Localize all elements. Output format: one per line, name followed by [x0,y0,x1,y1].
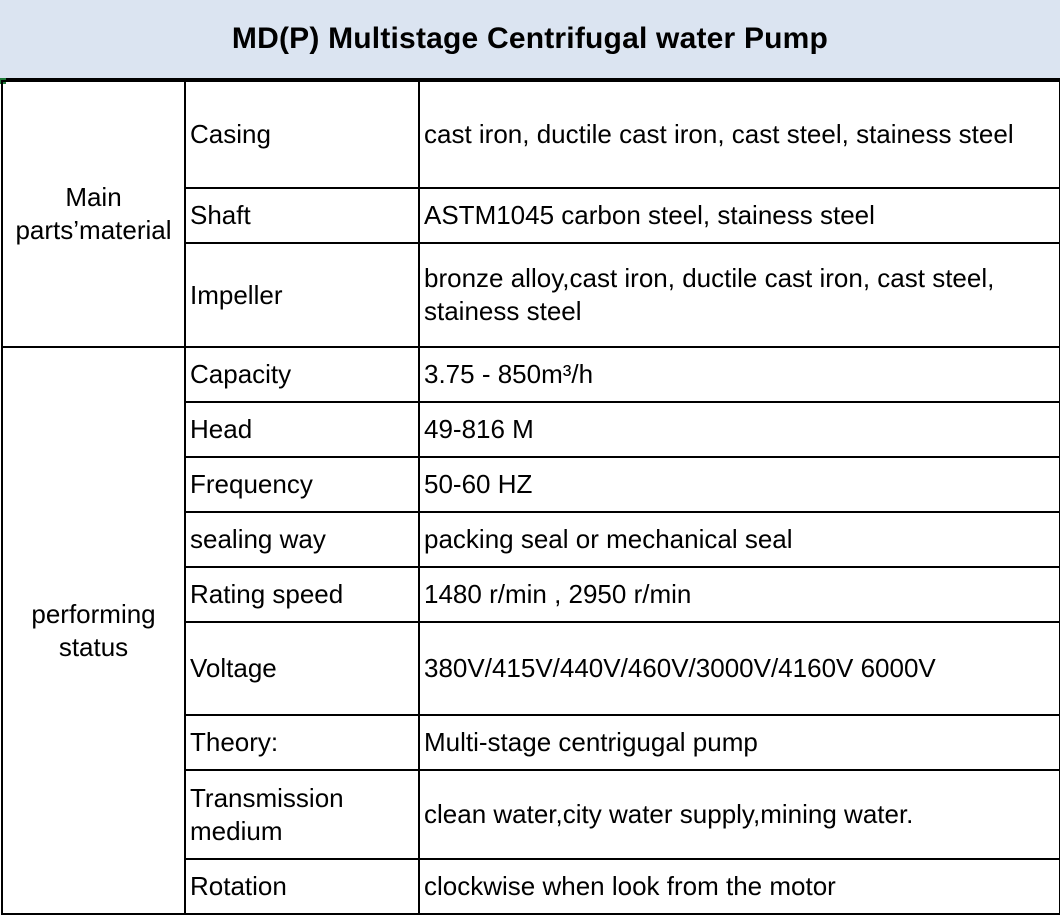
spec-table: Main parts’material Casing cast iron, du… [1,80,1060,915]
value-theory: Multi-stage centrigugal pump [418,714,1060,771]
param-casing: Casing [184,80,420,189]
param-sealing-way: sealing way [184,511,420,568]
table-row: Theory: Multi-stage centrigugal pump [2,714,1060,771]
table-row: Head 49-816 M [2,401,1060,458]
value-frequency: 50-60 HZ [418,456,1060,513]
value-capacity: 3.75 - 850m³/h [418,346,1060,403]
table-row: Impeller bronze alloy,cast iron, ductile… [2,242,1060,348]
table-row: performing status Capacity 3.75 - 850m³/… [1,346,1060,915]
group-label-main-parts-material: Main parts’material [1,80,186,348]
value-rating-speed: 1480 r/min , 2950 r/min [418,566,1060,623]
table-row: Voltage 380V/415V/440V/460V/3000V/4160V … [2,621,1060,716]
value-transmission-medium: clean water,city water supply,mining wat… [418,769,1060,860]
table-title: MD(P) Multistage Centrifugal water Pump [0,0,1060,80]
param-frequency: Frequency [184,456,420,513]
table-row: Shaft ASTM1045 carbon steel, stainess st… [2,187,1060,244]
value-head: 49-816 M [418,401,1060,458]
value-voltage: 380V/415V/440V/460V/3000V/4160V 6000V [418,621,1060,716]
param-impeller: Impeller [184,242,420,348]
param-voltage: Voltage [184,621,420,716]
param-rating-speed: Rating speed [184,566,420,623]
table-row: Main parts’material Casing cast iron, du… [1,80,1060,348]
param-rotation: Rotation [184,858,420,915]
table-row: Rating speed 1480 r/min , 2950 r/min [2,566,1060,623]
table-row: Frequency 50-60 HZ [2,456,1060,513]
param-shaft: Shaft [184,187,420,244]
value-shaft: ASTM1045 carbon steel, stainess steel [418,187,1060,244]
value-sealing-way: packing seal or mechanical seal [418,511,1060,568]
value-rotation: clockwise when look from the motor [418,858,1060,915]
group-label-performing-status: performing status [1,346,186,915]
param-capacity: Capacity [184,346,420,403]
table-row: sealing way packing seal or mechanical s… [2,511,1060,568]
param-head: Head [184,401,420,458]
table-row: Rotation clockwise when look from the mo… [2,858,1060,915]
value-impeller: bronze alloy,cast iron, ductile cast iro… [418,242,1060,348]
param-theory: Theory: [184,714,420,771]
param-transmission-medium: Transmission medium [184,769,420,860]
table-row: Transmission medium clean water,city wat… [2,769,1060,860]
value-casing: cast iron, ductile cast iron, cast steel… [418,80,1060,189]
